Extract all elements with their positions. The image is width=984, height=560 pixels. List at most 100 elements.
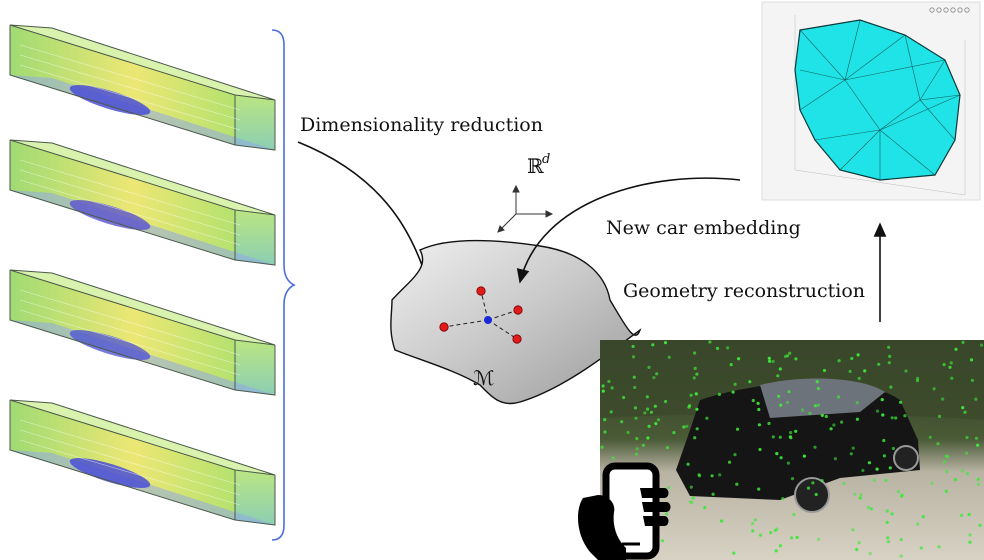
feature-point bbox=[732, 551, 736, 555]
feature-point bbox=[968, 533, 972, 537]
feature-point bbox=[881, 413, 885, 417]
feature-point bbox=[948, 365, 952, 369]
feature-point bbox=[634, 452, 639, 456]
feature-point bbox=[735, 482, 739, 486]
feature-point bbox=[930, 481, 934, 485]
feature-point bbox=[814, 492, 818, 497]
feature-point bbox=[899, 538, 903, 542]
feature-point bbox=[833, 457, 838, 461]
feature-point bbox=[779, 403, 783, 407]
feature-point bbox=[776, 374, 780, 378]
feature-point bbox=[775, 527, 779, 531]
feature-point bbox=[756, 401, 760, 405]
feature-point bbox=[682, 425, 686, 429]
feature-point bbox=[665, 446, 670, 450]
feature-point bbox=[655, 372, 659, 376]
wheel-icon bbox=[794, 477, 830, 513]
feature-point bbox=[622, 395, 626, 400]
feature-point bbox=[753, 518, 758, 522]
feature-point bbox=[660, 539, 665, 543]
label-new-car-embedding: New car embedding bbox=[606, 217, 801, 239]
feature-point bbox=[836, 395, 841, 399]
feature-point bbox=[887, 345, 891, 349]
feature-point bbox=[861, 468, 865, 473]
feature-point bbox=[789, 436, 793, 440]
feature-point bbox=[688, 500, 693, 504]
feature-point bbox=[652, 376, 656, 380]
feature-point bbox=[731, 390, 735, 394]
feature-point bbox=[691, 496, 695, 500]
feature-point bbox=[687, 405, 691, 409]
feature-point bbox=[820, 413, 824, 417]
feature-point bbox=[813, 445, 817, 449]
feature-point bbox=[891, 446, 896, 451]
feature-point bbox=[647, 424, 651, 428]
feature-point bbox=[737, 357, 741, 361]
feature-point bbox=[820, 479, 824, 483]
feature-point bbox=[711, 492, 715, 496]
feature-point bbox=[787, 390, 791, 394]
feature-point bbox=[631, 355, 636, 359]
arrow-new-embedding bbox=[516, 177, 741, 284]
feature-point bbox=[695, 372, 699, 376]
feature-point bbox=[689, 485, 693, 489]
feature-point bbox=[781, 497, 785, 501]
feature-point bbox=[904, 369, 908, 373]
feature-point bbox=[611, 456, 615, 460]
feature-point bbox=[857, 541, 861, 545]
feature-point bbox=[718, 473, 722, 477]
car-model-icon bbox=[69, 458, 151, 488]
feature-point bbox=[703, 506, 707, 510]
simulation-1 bbox=[9, 24, 276, 151]
feature-point bbox=[894, 416, 898, 420]
feature-point bbox=[961, 469, 965, 473]
feature-point bbox=[751, 398, 755, 403]
sample-point bbox=[439, 322, 449, 332]
feature-point bbox=[705, 416, 709, 420]
feature-point bbox=[969, 358, 974, 362]
feature-point bbox=[942, 460, 947, 464]
feature-point bbox=[794, 357, 798, 361]
feature-point bbox=[889, 385, 893, 389]
feature-point bbox=[692, 376, 696, 380]
feature-point bbox=[884, 478, 888, 482]
feature-point bbox=[601, 389, 605, 393]
feature-point bbox=[647, 365, 651, 369]
feature-point bbox=[915, 378, 920, 383]
feature-point bbox=[806, 486, 811, 490]
feature-point bbox=[903, 414, 907, 418]
feature-point bbox=[771, 435, 775, 439]
feature-point bbox=[778, 435, 782, 439]
feature-point bbox=[963, 410, 967, 414]
feature-point bbox=[868, 551, 872, 556]
feature-point bbox=[959, 513, 964, 518]
feature-point bbox=[967, 512, 971, 517]
feature-point bbox=[632, 375, 636, 379]
feature-point bbox=[877, 362, 881, 366]
feature-point bbox=[667, 355, 671, 359]
feature-point bbox=[729, 363, 733, 367]
feature-point bbox=[733, 453, 737, 457]
feature-point bbox=[974, 397, 978, 401]
feature-point bbox=[715, 346, 720, 350]
feature-point bbox=[822, 368, 827, 373]
feature-point bbox=[757, 487, 761, 491]
feature-point bbox=[656, 418, 661, 422]
feature-point bbox=[863, 369, 867, 373]
feature-point bbox=[978, 523, 982, 527]
feature-point bbox=[858, 496, 862, 500]
feature-point bbox=[720, 519, 724, 523]
sample-points bbox=[439, 286, 523, 344]
feature-point bbox=[600, 445, 604, 449]
reconstructed-mesh-panel bbox=[761, 1, 981, 201]
simulation-2 bbox=[9, 139, 276, 266]
feature-point bbox=[769, 531, 773, 535]
feature-point bbox=[950, 376, 954, 380]
feature-point bbox=[816, 403, 821, 407]
feature-point bbox=[954, 347, 958, 351]
feature-point bbox=[785, 400, 790, 404]
feature-point bbox=[795, 535, 799, 540]
label-geometry-reconstruction: Geometry reconstruction bbox=[623, 280, 865, 302]
feature-point bbox=[695, 427, 699, 431]
feature-point bbox=[653, 404, 657, 408]
